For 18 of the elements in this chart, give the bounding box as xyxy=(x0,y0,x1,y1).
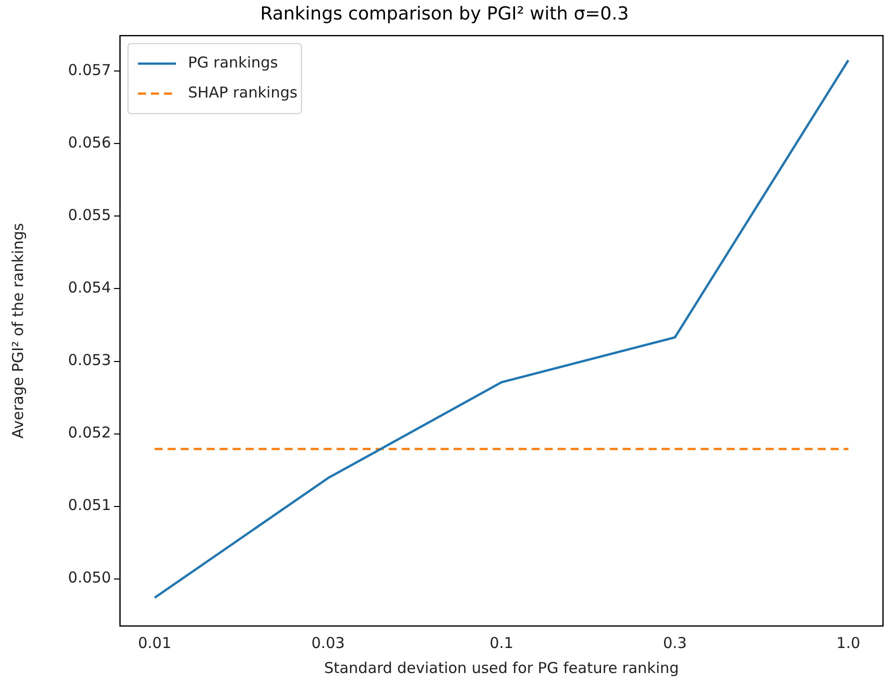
y-tick-label: 0.053 xyxy=(68,351,111,370)
y-tick-label: 0.055 xyxy=(68,206,111,224)
x-tick-label: 0.3 xyxy=(662,634,687,652)
y-tick-label: 0.051 xyxy=(68,496,111,514)
legend-label: PG rankings xyxy=(188,53,278,72)
x-axis-title: Standard deviation used for PG feature ranking xyxy=(324,658,679,677)
y-tick-label: 0.056 xyxy=(68,134,111,152)
y-tick-label: 0.050 xyxy=(68,568,111,587)
y-tick-label: 0.057 xyxy=(68,61,111,80)
x-tick-label: 0.01 xyxy=(138,634,172,652)
x-tick-label: 0.03 xyxy=(311,634,345,652)
legend-label: SHAP rankings xyxy=(188,83,298,102)
chart-title: Rankings comparison by PGI² with σ=0.3 xyxy=(260,3,629,24)
y-axis-title: Average PGI² of the rankings xyxy=(8,222,27,439)
x-tick-label: 1.0 xyxy=(836,634,860,652)
y-tick-label: 0.052 xyxy=(68,424,111,442)
y-tick-label: 0.054 xyxy=(68,278,111,297)
x-tick-label: 0.1 xyxy=(490,634,514,652)
